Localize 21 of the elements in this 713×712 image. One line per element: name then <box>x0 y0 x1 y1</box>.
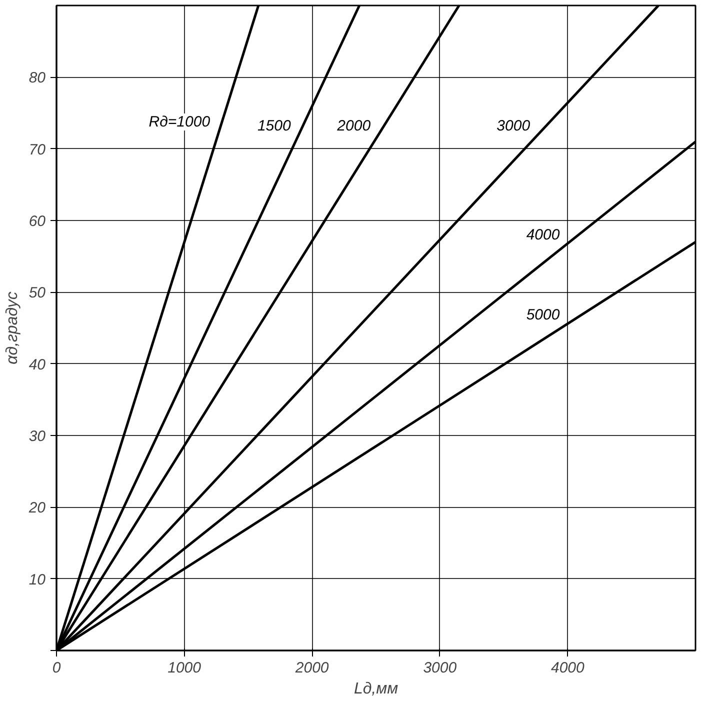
y-axis-title: αд,градус <box>4 292 21 364</box>
series-label: 5000 <box>526 306 560 324</box>
x-tick-label: 0 <box>52 660 62 676</box>
y-tick-label: 30 <box>28 428 46 445</box>
y-tick-label: 70 <box>28 141 46 158</box>
series-label: 2000 <box>336 118 372 134</box>
x-tick-label: 4000 <box>551 660 586 676</box>
y-tick-label: 20 <box>28 500 46 517</box>
x-tick-label: 2000 <box>294 660 330 676</box>
y-tick-label: 60 <box>28 213 46 230</box>
y-tick-label: 50 <box>28 284 46 302</box>
series-label: 1500 <box>257 118 292 134</box>
x-axis-title: Lд,мм <box>354 680 398 698</box>
y-tick-label: 80 <box>28 70 46 87</box>
y-tick-label: 40 <box>28 356 46 374</box>
x-tick-label: 1000 <box>168 660 202 676</box>
y-tick-label: 10 <box>28 571 46 588</box>
series-label: 4000 <box>526 226 560 244</box>
series-label: 3000 <box>496 118 531 134</box>
x-tick-label: 3000 <box>423 660 458 676</box>
series-label: Rд=1000 <box>148 114 211 130</box>
